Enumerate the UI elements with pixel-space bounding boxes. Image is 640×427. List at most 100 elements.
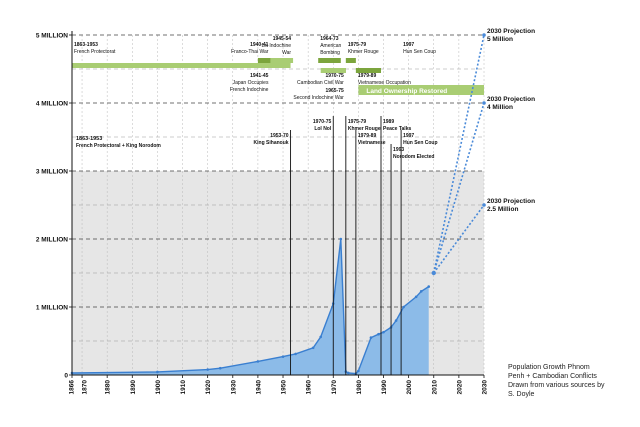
population-point (402, 305, 405, 309)
timeline-label: Khmer Rouge (348, 49, 379, 55)
event-label: 1975-79 (348, 119, 367, 125)
x-tick-label: 2030 (482, 380, 489, 395)
left-note: 1863-1953 (76, 136, 102, 142)
x-tick-label: 1870 (82, 380, 89, 395)
x-tick-label: 1990 (381, 380, 388, 395)
projection-line (432, 34, 485, 274)
projection-line (432, 102, 485, 274)
projection-endpoint (482, 101, 486, 105)
timeline-label: 1940-41 (250, 42, 269, 48)
timeline-band (270, 58, 294, 63)
timeline-label: 1975-79 (348, 42, 367, 48)
y-tick-label: 3 MILLION (36, 169, 68, 176)
x-tick-label: 1910 (180, 380, 187, 395)
population-point (347, 371, 350, 375)
x-tick-label: 1866 (69, 380, 76, 395)
timeline-label: French Indochine (230, 87, 269, 93)
timeline-band (72, 63, 291, 68)
timeline-band (355, 68, 381, 73)
population-point (319, 335, 323, 339)
population-point (218, 366, 222, 370)
timeline-label: 1st Indochine (261, 43, 291, 49)
credit-line: Drawn from various sources by (508, 382, 605, 389)
projection-endpoint (482, 203, 486, 207)
population-line (71, 238, 430, 375)
timeline-label: 1965-75 (325, 88, 344, 94)
x-tick-label: 1920 (205, 380, 212, 395)
event-label: 1970-75 (313, 119, 332, 125)
event-label: 1953-70 (270, 133, 289, 139)
population-point (369, 336, 373, 339)
y-tick-label: 0 (64, 373, 68, 380)
projection-label: 2030 Projection (487, 198, 535, 205)
event-label: Hun Sen Coup (403, 140, 437, 146)
land-ownership-banner (358, 85, 484, 95)
x-tick-label: 2010 (431, 380, 438, 395)
x-tick-label: 2000 (406, 380, 413, 395)
timeline-band (320, 68, 346, 73)
population-point (294, 352, 297, 356)
population-point (156, 370, 159, 374)
timeline-label: 1863-1953 (74, 42, 98, 48)
x-tick-label: 1890 (130, 380, 137, 395)
timeline-label: Bombing (320, 50, 340, 56)
x-tick-label: 1980 (356, 380, 363, 395)
x-tick-label: 1900 (155, 380, 162, 395)
projection-value: 5 Million (487, 36, 513, 43)
population-point (339, 237, 343, 241)
x-tick-label: 1880 (105, 380, 112, 395)
event-label: Peace Talks (383, 126, 411, 132)
y-tick-label: 2 MILLION (36, 237, 68, 244)
timeline-label: French Protectorat (74, 49, 116, 55)
timeline-label: 1945-54 (273, 36, 292, 42)
population-area (72, 239, 429, 375)
credit-line: Population Growth Phnom (508, 364, 590, 371)
projection-value: 2.5 Million (487, 206, 518, 213)
x-tick-label: 1930 (230, 380, 237, 395)
projection-endpoint (482, 33, 486, 37)
x-tick-label: 1940 (255, 380, 262, 395)
timeline-band (345, 58, 356, 63)
timeline-label: Second Indochine War (293, 95, 344, 101)
timeline-label: 1941-45 (250, 73, 269, 79)
population-point (377, 332, 380, 336)
land-ownership-label: Land Ownership Restored (366, 88, 447, 95)
event-label: 1997 (403, 133, 414, 139)
left-note: French Protectoral + King Norodom (76, 143, 161, 149)
population-point (394, 319, 398, 322)
timeline-label: Franco-Thai War (231, 49, 269, 55)
event-label: 1979-89 (358, 133, 377, 139)
timeline-label: 1964-73 (320, 36, 339, 42)
timeline-label: Hun Sen Coup (403, 49, 436, 55)
chart-credit: Population Growth Phnom Penh + Cambodian… (508, 363, 633, 399)
y-tick-label: 1 MILLION (36, 305, 68, 312)
event-label: Khmer Rouge (348, 126, 381, 132)
x-tick-label: 1970 (331, 380, 338, 395)
event-label: 1989 (383, 119, 394, 125)
population-point (256, 360, 260, 363)
timeline-band (318, 58, 341, 63)
timeline-label: American (320, 43, 341, 49)
event-label: King Sihanouk (254, 140, 289, 146)
population-point (206, 368, 209, 371)
x-tick-label: 1960 (306, 380, 313, 395)
projection-value: 4 Million (487, 104, 513, 111)
population-point (357, 369, 360, 373)
projection-label: 2030 Projection (487, 96, 535, 103)
x-tick-label: 1950 (281, 380, 288, 395)
timeline-band (257, 58, 271, 63)
x-tick-label: 2020 (456, 380, 463, 395)
population-point (311, 346, 315, 350)
event-label: 1993 (393, 147, 404, 153)
timeline-label: Japan Occupies (233, 80, 269, 86)
population-point (419, 290, 423, 293)
timeline-label: Cambodian Civil War (297, 80, 344, 86)
event-label: Norodom Elected (393, 154, 434, 160)
credit-line: S. Doyle (508, 391, 535, 398)
y-tick-label: 5 MILLION (36, 33, 68, 40)
population-point (427, 285, 431, 288)
timeline-label: Vietnamese Occupation (358, 80, 411, 86)
population-point (281, 355, 285, 358)
projection-origin (431, 270, 436, 276)
